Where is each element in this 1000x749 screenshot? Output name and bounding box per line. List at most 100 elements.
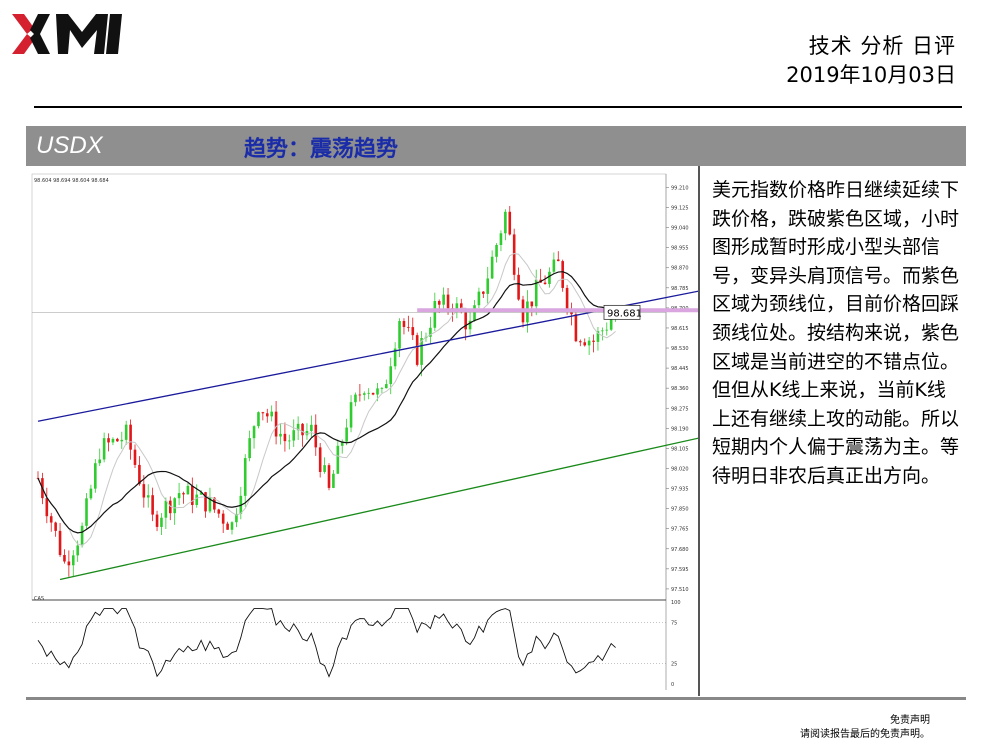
candle-body <box>398 320 401 349</box>
candle-body <box>601 330 604 332</box>
candle-body <box>495 245 498 257</box>
candle-body <box>124 424 128 440</box>
candle-body <box>265 413 269 417</box>
candle-body <box>367 392 370 394</box>
candle-body <box>248 438 251 459</box>
price-tick-label: 98.615 <box>671 326 689 332</box>
candle-body <box>318 447 322 472</box>
candle-body <box>283 433 287 442</box>
indicator-line <box>37 608 616 678</box>
analysis-text: 美元指数价格昨日继续延续下跌价格，跌破紫色区域，小时图形成暂时形成小型头部信号，… <box>712 179 960 487</box>
candle-body <box>371 392 375 395</box>
candle-body <box>146 495 150 498</box>
candle-body <box>446 294 450 309</box>
candle-body <box>151 495 154 515</box>
candle-body <box>609 319 613 330</box>
candle-body <box>186 485 190 495</box>
report-title: 技术 分析 日评 <box>808 34 956 58</box>
price-tick-label: 98.275 <box>671 406 689 412</box>
candle-body <box>182 493 185 495</box>
candle-body <box>168 500 172 514</box>
price-tick-label: 98.785 <box>671 286 689 292</box>
candle-body <box>543 282 547 285</box>
indicator-tick-label: 0 <box>671 682 674 688</box>
candle-body <box>54 522 57 531</box>
candle-body <box>111 438 115 443</box>
candle-body <box>565 287 569 309</box>
candle-body <box>358 394 362 396</box>
candle-body <box>464 312 467 330</box>
candle-body <box>323 465 326 472</box>
candle-body <box>160 517 163 527</box>
indicator-tick-label: 100 <box>671 600 681 606</box>
candle-body <box>199 492 203 495</box>
candle-body <box>129 424 132 450</box>
disclaimer-text: 请阅读报告最后的免责声明。 <box>800 729 930 740</box>
candle-body <box>257 412 260 427</box>
candle-body <box>332 473 335 488</box>
candle-body <box>221 513 225 524</box>
price-tick-label: 98.530 <box>671 346 689 352</box>
candle-body <box>402 320 406 327</box>
candle-body <box>204 492 207 512</box>
candle-body <box>243 458 247 496</box>
price-tick-label: 97.510 <box>671 587 689 593</box>
report-header: 技术 分析 日评 2019年10月03日 <box>786 32 956 90</box>
candle-body <box>217 509 221 514</box>
candle-body <box>442 294 445 305</box>
candle-body <box>354 394 357 403</box>
price-tick-label: 99.040 <box>671 226 689 232</box>
xm-logo <box>12 14 122 54</box>
price-tick-label: 99.210 <box>671 185 689 191</box>
trend-label: 趋势：震荡趋势 <box>244 137 399 162</box>
candle-body <box>385 384 388 389</box>
candle-body <box>393 348 397 367</box>
candle-body <box>195 494 199 505</box>
candle-body <box>477 291 481 306</box>
price-tick-label: 98.870 <box>671 266 689 272</box>
candle-body <box>164 500 168 518</box>
current-price-label: 98.681 <box>607 308 642 319</box>
candle-body <box>85 498 88 526</box>
candle-body <box>279 433 282 437</box>
candle-body <box>336 445 340 474</box>
candle-body <box>512 234 516 275</box>
ma-slow-line <box>37 271 616 534</box>
candle-body <box>429 327 432 337</box>
ma-fast-line <box>37 253 616 546</box>
candle-body <box>437 301 441 305</box>
candle-body <box>49 516 53 523</box>
channel-lower-line <box>59 432 722 581</box>
candle-body <box>230 522 234 530</box>
candle-body <box>116 438 119 442</box>
candle-body <box>420 338 423 365</box>
chart-info-line: 98.604 98.694 98.604 98.684 <box>34 178 109 184</box>
candle-body <box>292 430 296 441</box>
candle-body <box>71 555 75 566</box>
candle-body <box>415 335 419 365</box>
candle-body <box>45 498 49 517</box>
candle-body <box>433 301 437 328</box>
candle-body <box>133 449 137 465</box>
candle-body <box>517 274 520 300</box>
candle-body <box>468 320 472 330</box>
candle-body <box>89 488 93 499</box>
candle-body <box>252 426 256 439</box>
price-tick-label: 97.765 <box>671 527 689 533</box>
candle-body <box>63 555 66 562</box>
plot-frame <box>31 173 667 601</box>
price-tick-label: 98.020 <box>671 466 689 472</box>
report-date: 2019年10月03日 <box>786 63 956 87</box>
candle-body <box>213 497 216 510</box>
candle-body <box>120 439 124 442</box>
price-tick-label: 98.360 <box>671 386 689 392</box>
candle-body <box>288 440 291 442</box>
candle-body <box>592 340 595 342</box>
section-bar: USDX 趋势：震荡趋势 <box>26 126 966 166</box>
candle-body <box>142 484 146 498</box>
chart-svg: 98.604 98.694 98.604 98.684 99.210 99.125 9… <box>31 173 722 690</box>
candle-body <box>473 305 476 321</box>
candle-body <box>490 256 494 279</box>
candle-body <box>208 497 212 512</box>
candle-body <box>499 233 503 246</box>
